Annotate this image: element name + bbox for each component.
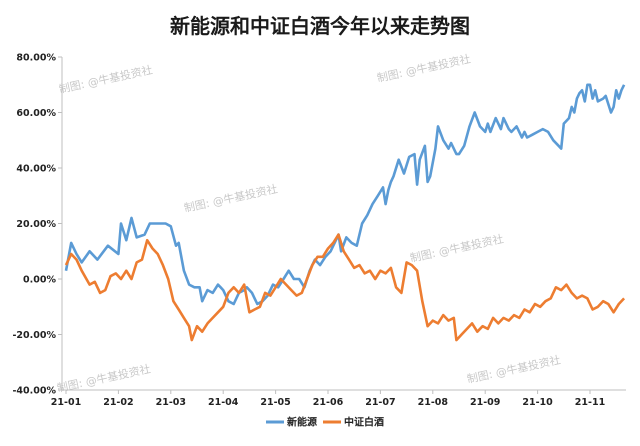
chart-title: 新能源和中证白酒今年以来走势图 bbox=[170, 14, 470, 38]
watermark-text: 制图: @牛基投资社 bbox=[58, 62, 154, 95]
y-tick-label: 0.00% bbox=[23, 275, 56, 286]
x-tick-label: 21-06 bbox=[313, 397, 344, 408]
legend: 新能源 中证白酒 bbox=[266, 416, 384, 429]
x-tick-label: 21-09 bbox=[470, 397, 500, 408]
y-tick-label: -20.00% bbox=[12, 330, 56, 341]
x-tick-label: 21-01 bbox=[51, 397, 81, 408]
x-tick-labels: 21-01 21-02 21-03 21-04 21-05 21-06 21-07 21-08… bbox=[51, 390, 605, 408]
series-line-baijiu bbox=[64, 233, 626, 342]
y-tick-label: 80.00% bbox=[16, 53, 56, 64]
x-tick-label: 21-10 bbox=[522, 397, 553, 408]
legend-label: 新能源 bbox=[287, 416, 317, 429]
x-tick-label: 21-11 bbox=[575, 397, 605, 408]
y-tick-label: 60.00% bbox=[16, 108, 56, 119]
y-tick-label: 20.00% bbox=[16, 219, 56, 230]
x-tick-label: 21-02 bbox=[103, 397, 133, 408]
y-tick-label: -40.00% bbox=[12, 386, 56, 397]
x-tick-label: 21-05 bbox=[260, 397, 290, 408]
series-line-new-energy bbox=[64, 83, 626, 306]
watermark-text: 制图: @牛基投资社 bbox=[183, 181, 279, 214]
watermark-text: 制图: @牛基投资社 bbox=[409, 231, 505, 264]
watermark-text: 制图: @牛基投资社 bbox=[376, 51, 472, 84]
y-tick-label: 40.00% bbox=[16, 164, 56, 175]
x-tick-label: 21-04 bbox=[208, 397, 239, 408]
legend-label: 中证白酒 bbox=[344, 416, 384, 429]
watermark-text: 制图: @牛基投资社 bbox=[466, 352, 562, 385]
y-tick-labels: 80.00% 60.00% 40.00% 20.00% 0.00% -20.00% -40.… bbox=[12, 53, 62, 397]
x-tick-label: 21-08 bbox=[418, 397, 449, 408]
x-tick-label: 21-03 bbox=[156, 397, 186, 408]
x-tick-label: 21-07 bbox=[365, 397, 395, 408]
axes bbox=[61, 57, 626, 391]
series-lines bbox=[64, 83, 626, 342]
